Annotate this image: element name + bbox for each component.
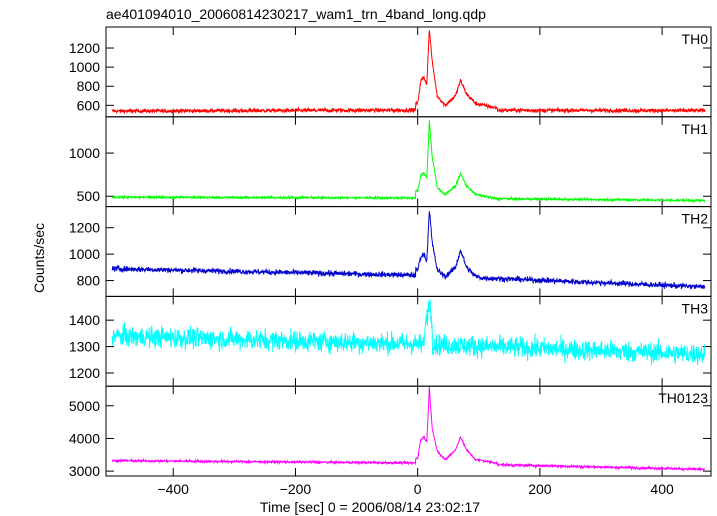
- panel-th2: 800 1000 1200 TH2: [69, 206, 712, 297]
- lightcurve-trace: [111, 211, 706, 290]
- panel-frame: [105, 385, 712, 477]
- panel-frame: [105, 295, 712, 387]
- y-axis-label: Counts/sec: [31, 223, 47, 293]
- x-tick-label: 0: [414, 481, 422, 497]
- y-tick-label: 1000: [69, 59, 100, 75]
- y-tick-label: 1200: [69, 220, 100, 236]
- band-label: TH0: [682, 31, 709, 47]
- y-tick-label: 1000: [69, 246, 100, 262]
- x-tick-label: −400: [157, 481, 189, 497]
- panel-th1: 500 1000 TH1: [69, 116, 712, 208]
- y-tick-label: 3000: [69, 463, 100, 479]
- x-axis-label: Time [sec] 0 = 2006/08/14 23:02:17: [260, 499, 480, 515]
- band-label: TH2: [682, 211, 709, 227]
- y-tick-label: 1300: [69, 339, 100, 355]
- panel-th3: 1200 1300 1400 TH3: [69, 295, 712, 387]
- chart-title: ae401094010_20060814230217_wam1_trn_4ban…: [106, 6, 486, 22]
- panel-frame: [105, 116, 712, 208]
- band-label: TH3: [682, 300, 709, 316]
- y-tick-label: 1400: [69, 312, 100, 328]
- panel-th0: 600 800 1000 1200 TH0: [69, 26, 712, 118]
- y-tick-label: 1000: [69, 145, 100, 161]
- band-label: TH0123: [658, 390, 708, 406]
- x-tick-label: 200: [528, 481, 552, 497]
- y-tick-label: 5000: [69, 398, 100, 414]
- lightcurve-trace: [111, 120, 706, 204]
- lightcurve-trace: [111, 299, 706, 366]
- lightcurve-trace: [111, 387, 706, 473]
- x-tick-label: 400: [650, 481, 674, 497]
- y-tick-label: 800: [77, 273, 101, 289]
- panels: 600 800 1000 1200 TH0 500 1000 TH1 800 1000 1200 TH…: [69, 26, 712, 497]
- lightcurve-trace: [111, 30, 706, 115]
- y-tick-label: 4000: [69, 430, 100, 446]
- y-tick-label: 600: [77, 97, 101, 113]
- x-tick-label: −200: [280, 481, 312, 497]
- panel-frame: [105, 26, 712, 118]
- panel-th0123: 3000 4000 5000 TH0123: [69, 385, 712, 479]
- band-label: TH1: [682, 121, 709, 137]
- y-tick-label: 800: [77, 78, 101, 94]
- y-tick-label: 1200: [69, 365, 100, 381]
- y-tick-label: 500: [77, 188, 101, 204]
- y-tick-label: 1200: [69, 40, 100, 56]
